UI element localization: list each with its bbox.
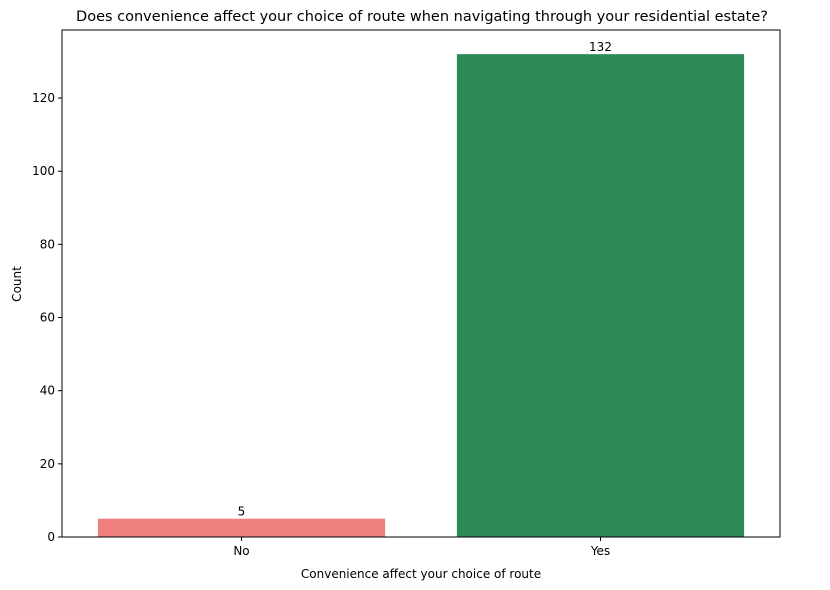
y-axis-label: Count bbox=[10, 266, 24, 302]
x-axis-label: Convenience affect your choice of route bbox=[301, 567, 541, 581]
bars-layer bbox=[97, 54, 745, 538]
x-axis: No Yes bbox=[233, 537, 610, 558]
y-tick-label-60: 60 bbox=[40, 311, 55, 325]
y-tick-label-40: 40 bbox=[40, 384, 55, 398]
data-labels-layer: 5 132 bbox=[238, 40, 612, 519]
y-tick-label-80: 80 bbox=[40, 237, 55, 251]
x-tick-label-no: No bbox=[233, 544, 249, 558]
bar-no bbox=[97, 518, 386, 537]
chart-title: Does convenience affect your choice of r… bbox=[76, 9, 768, 25]
y-tick-label-20: 20 bbox=[40, 457, 55, 471]
bar-yes bbox=[456, 54, 745, 538]
y-tick-label-0: 0 bbox=[47, 530, 55, 544]
data-label-no: 5 bbox=[238, 505, 246, 519]
x-tick-label-yes: Yes bbox=[590, 544, 610, 558]
plot-frame bbox=[61, 29, 781, 538]
y-tick-label-100: 100 bbox=[32, 164, 55, 178]
y-tick-label-120: 120 bbox=[32, 91, 55, 105]
data-label-yes: 132 bbox=[589, 40, 612, 54]
y-axis: 0 20 40 60 80 100 120 bbox=[32, 91, 62, 544]
